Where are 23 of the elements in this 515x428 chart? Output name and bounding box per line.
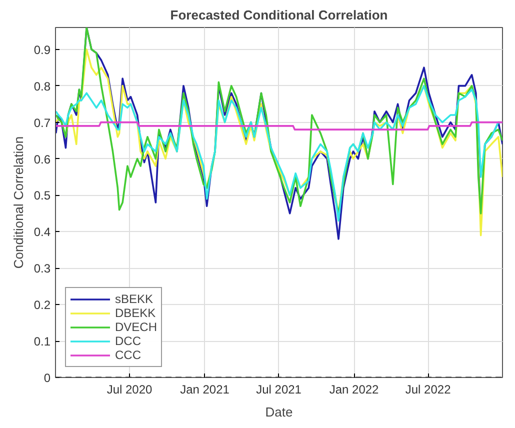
y-tick-label: 0.3	[34, 262, 51, 276]
legend-label: DCC	[115, 334, 141, 348]
x-tick-label: Jan 2022	[329, 382, 380, 396]
chart-title: Forecasted Conditional Correlation	[170, 8, 388, 22]
legend-label: DBEKK	[115, 306, 156, 320]
y-tick-label: 0.7	[34, 116, 51, 130]
y-tick-label: 0.9	[34, 42, 51, 57]
y-axis-title: Conditional Correlation	[10, 136, 26, 269]
y-tick-label: 0.6	[34, 152, 51, 166]
legend-label: sBEKK	[115, 292, 154, 306]
y-tick-label: 0.8	[34, 79, 51, 94]
y-tick-label: 0.1	[34, 334, 51, 349]
x-tick-label: Jul 2020	[106, 382, 153, 396]
y-tick-label: 0	[44, 371, 51, 385]
y-tick-label: 0.2	[34, 298, 51, 312]
legend-label: DVECH	[115, 320, 158, 334]
legend-label: CCC	[115, 348, 141, 362]
x-tick-label: Jan 2021	[180, 382, 230, 396]
x-axis-title: Date	[265, 404, 293, 420]
x-tick-label: Jul 2022	[405, 382, 452, 396]
y-tick-label: 0.5	[34, 188, 51, 203]
y-tick-label: 0.4	[34, 225, 51, 240]
x-tick-label: Jul 2021	[256, 382, 302, 396]
